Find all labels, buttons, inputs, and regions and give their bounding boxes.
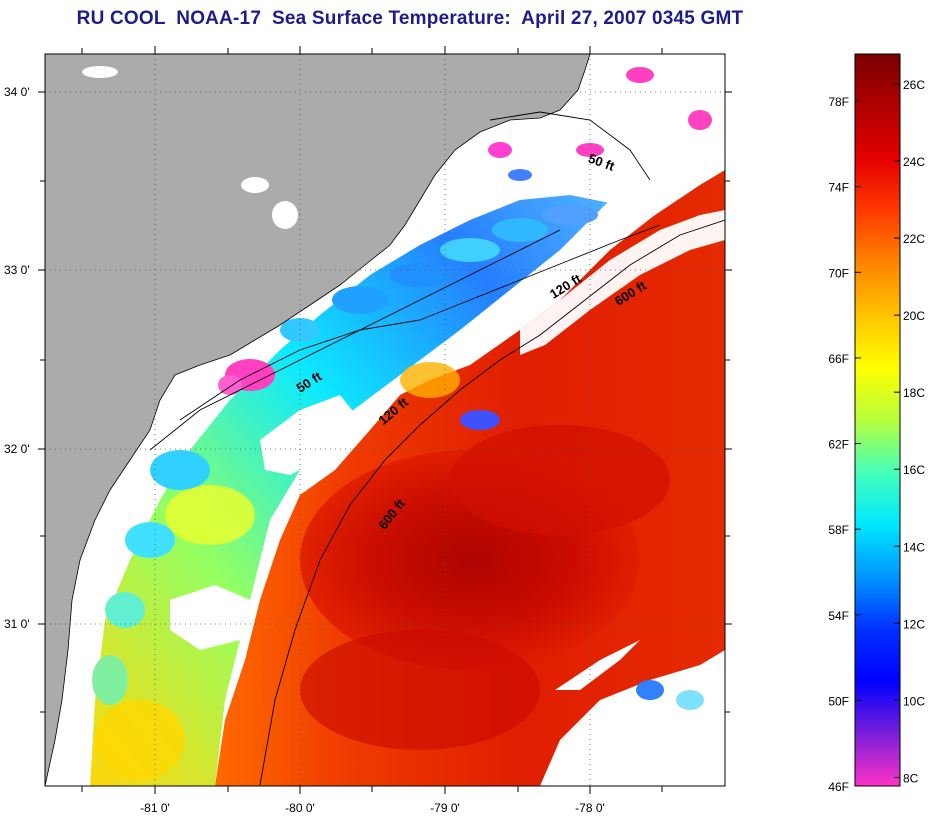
- lon-label: -78 0': [575, 801, 605, 815]
- coastline: [45, 54, 591, 786]
- colorbar-celsius-label: 24C: [903, 155, 925, 169]
- lon-label: -80 0': [285, 801, 315, 815]
- colorbar: 78F 74F 70F 66F 62F 58F 54F 50F 46F 26C 24C 22C 20C…: [828, 53, 925, 794]
- colorbar-fahrenheit-label: 62F: [828, 438, 849, 452]
- cloud-patch-se: [540, 650, 725, 786]
- colorbar-celsius-label: 18C: [903, 386, 925, 400]
- colorbar-fahrenheit-label: 70F: [828, 266, 849, 280]
- colorbar-fahrenheit-label: 54F: [828, 609, 849, 623]
- cloud-patch-shelf-2: [170, 585, 250, 650]
- cloud-streak: [555, 640, 640, 690]
- inland-water: [82, 66, 298, 229]
- colorbar-celsius-labels: 26C 24C 22C 20C 18C 16C 14C 12C 10C 8C: [903, 78, 925, 785]
- land-mass: [45, 54, 590, 786]
- colorbar-celsius-label: 26C: [903, 78, 925, 92]
- warm-shelf-patch-3: [95, 700, 185, 780]
- colorbar-gradient: [854, 53, 901, 787]
- colorbar-celsius-label: 22C: [903, 232, 925, 246]
- colorbar-celsius-label: 8C: [903, 771, 919, 785]
- colorbar-fahrenheit-label: 50F: [828, 694, 849, 708]
- colorbar-fahrenheit-label: 78F: [828, 95, 849, 109]
- lat-label: 33 0': [4, 263, 30, 277]
- map-panel: 50 ft 120 ft 600 ft 50 ft 120 ft 600 ft: [45, 54, 725, 786]
- colorbar-fahrenheit-label: 74F: [828, 181, 849, 195]
- warm-shelf-patch: [165, 485, 255, 545]
- lat-label: 34 0': [4, 85, 30, 99]
- lat-label: 31 0': [4, 617, 30, 631]
- colorbar-ticks: [855, 83, 900, 787]
- map-frame: [44, 53, 726, 787]
- colorbar-celsius-label: 14C: [903, 540, 925, 554]
- lon-label: -79 0': [430, 801, 460, 815]
- colorbar-celsius-label: 16C: [903, 463, 925, 477]
- cloud-patch-offshore: [520, 210, 725, 355]
- warm-filament: [450, 425, 670, 535]
- warm-shelf-patch-2: [400, 362, 460, 398]
- colorbar-fahrenheit-labels: 78F 74F 70F 66F 62F 58F 54F 50F 46F: [828, 95, 849, 794]
- map-title: RU COOL NOAA-17 Sea Surface Temperature:…: [76, 8, 744, 29]
- colorbar-celsius-label: 20C: [903, 309, 925, 323]
- colorbar-fahrenheit-label: 46F: [828, 780, 849, 794]
- warm-filament-south: [300, 630, 540, 750]
- cloud-patch-shelf: [260, 395, 360, 475]
- frame-ticks: [38, 46, 732, 794]
- colorbar-fahrenheit-label: 66F: [828, 352, 849, 366]
- graticule: [45, 54, 725, 786]
- lon-label: -81 0': [140, 801, 170, 815]
- colorbar-celsius-label: 12C: [903, 617, 925, 631]
- colorbar-fahrenheit-label: 58F: [828, 523, 849, 537]
- lat-label: 32 0': [4, 442, 30, 456]
- colorbar-celsius-label: 10C: [903, 694, 925, 708]
